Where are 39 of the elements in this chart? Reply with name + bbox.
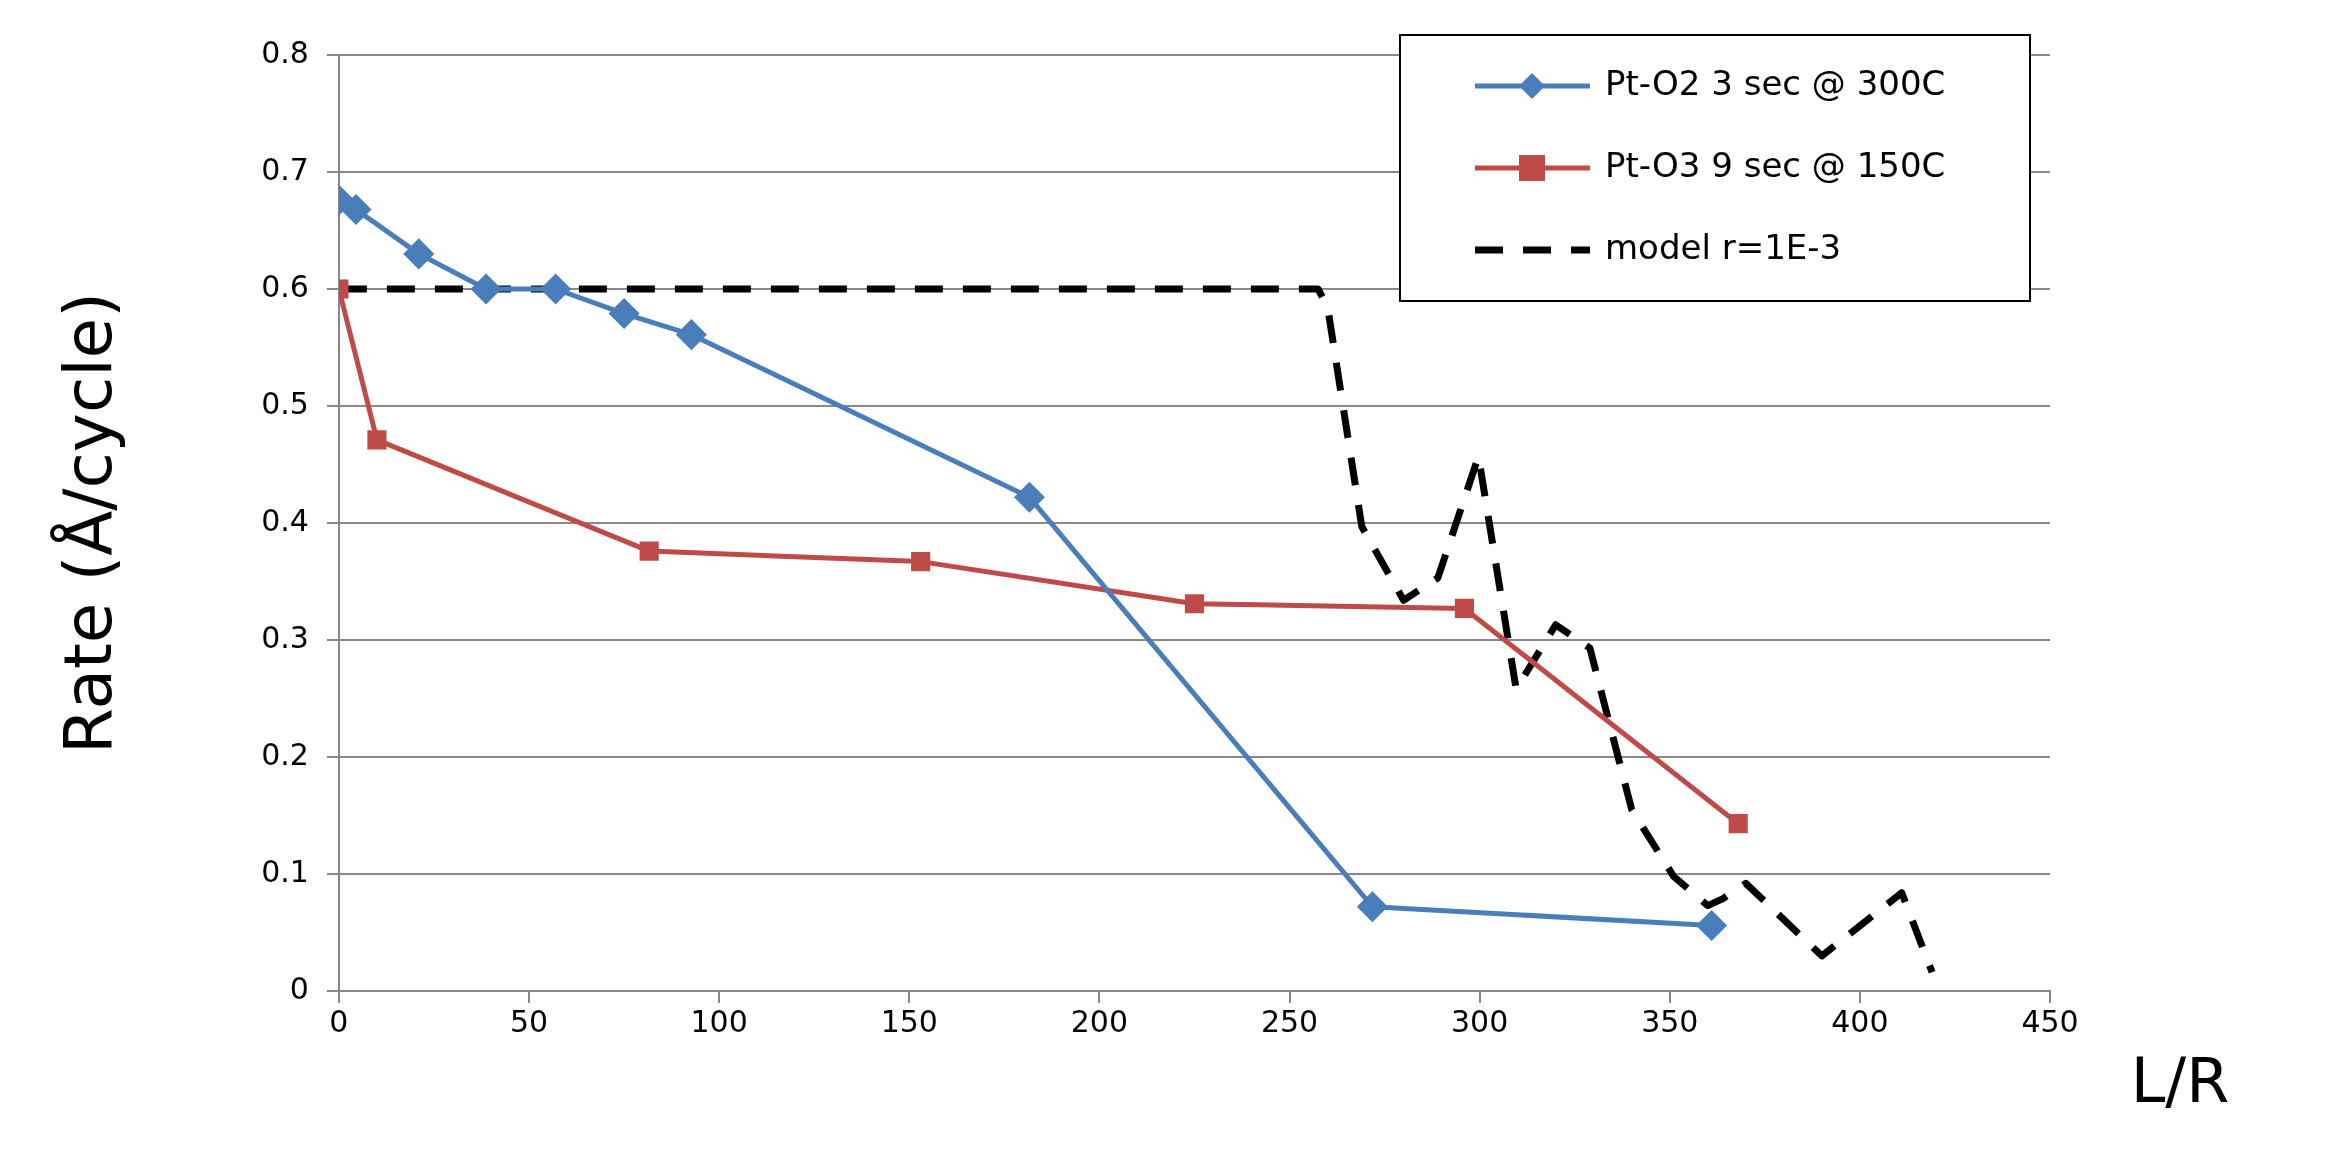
point: [1697, 910, 1727, 940]
y-tick-label: 0.1: [261, 853, 309, 889]
x-tick-label: 450: [2021, 1003, 2079, 1039]
point: [471, 274, 501, 304]
y-tick-label: 0: [289, 970, 309, 1006]
x-tick-label: 400: [1831, 1003, 1889, 1039]
x-tick-label: 100: [690, 1003, 748, 1039]
legend-label: Pt-O3 9 sec @ 150C: [1605, 144, 1946, 185]
x-tick-label: 150: [880, 1003, 938, 1039]
point: [1357, 892, 1387, 922]
y-tick-label: 0.3: [261, 619, 309, 655]
y-tick-label: 0.8: [261, 34, 309, 70]
x-tick-label: 50: [509, 1003, 549, 1039]
x-tick-label: 200: [1070, 1003, 1129, 1039]
point: [1184, 594, 1205, 614]
y-tick-label: 0.5: [261, 385, 309, 421]
point: [639, 541, 659, 561]
x-tick-label: 350: [1641, 1003, 1699, 1039]
point: [609, 299, 639, 329]
legend-label: model r=1E-3: [1605, 226, 1842, 267]
point: [341, 194, 371, 224]
y-tick-label: 0.2: [261, 736, 309, 772]
legend-label: Pt-O2 3 sec @ 300C: [1605, 62, 1946, 103]
point: [541, 274, 571, 304]
point: [1728, 814, 1748, 834]
y-tick-label: 0.6: [261, 268, 309, 304]
point: [404, 239, 434, 269]
point: [676, 320, 706, 350]
x-axis-title: L/R: [2130, 1044, 2230, 1118]
y-tick-label: 0.4: [261, 502, 309, 538]
x-tick-label: 250: [1260, 1003, 1319, 1039]
point: [367, 430, 387, 450]
y-axis-title: Rate (Å/cycle): [49, 292, 127, 754]
point: [1014, 482, 1044, 512]
x-tick-label: 300: [1451, 1003, 1509, 1039]
point: [1454, 598, 1474, 618]
y-tick-label: 0.7: [261, 151, 309, 187]
point: [911, 552, 931, 572]
x-tick-label: 0: [329, 1003, 349, 1039]
